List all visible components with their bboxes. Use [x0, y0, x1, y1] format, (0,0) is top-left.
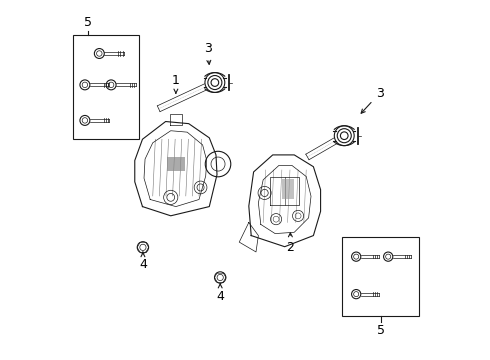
Text: 5: 5	[83, 16, 92, 29]
Text: 1: 1	[172, 74, 180, 93]
Bar	[343, 237, 418, 316]
Bar	[73, 35, 139, 139]
Text: 3: 3	[204, 42, 212, 64]
Text: 4: 4	[216, 284, 224, 303]
Bar	[282, 179, 294, 199]
Text: 5: 5	[377, 324, 385, 337]
Bar	[167, 157, 185, 171]
Text: 4: 4	[139, 252, 147, 271]
Text: 2: 2	[287, 233, 294, 254]
Text: 3: 3	[361, 87, 384, 113]
